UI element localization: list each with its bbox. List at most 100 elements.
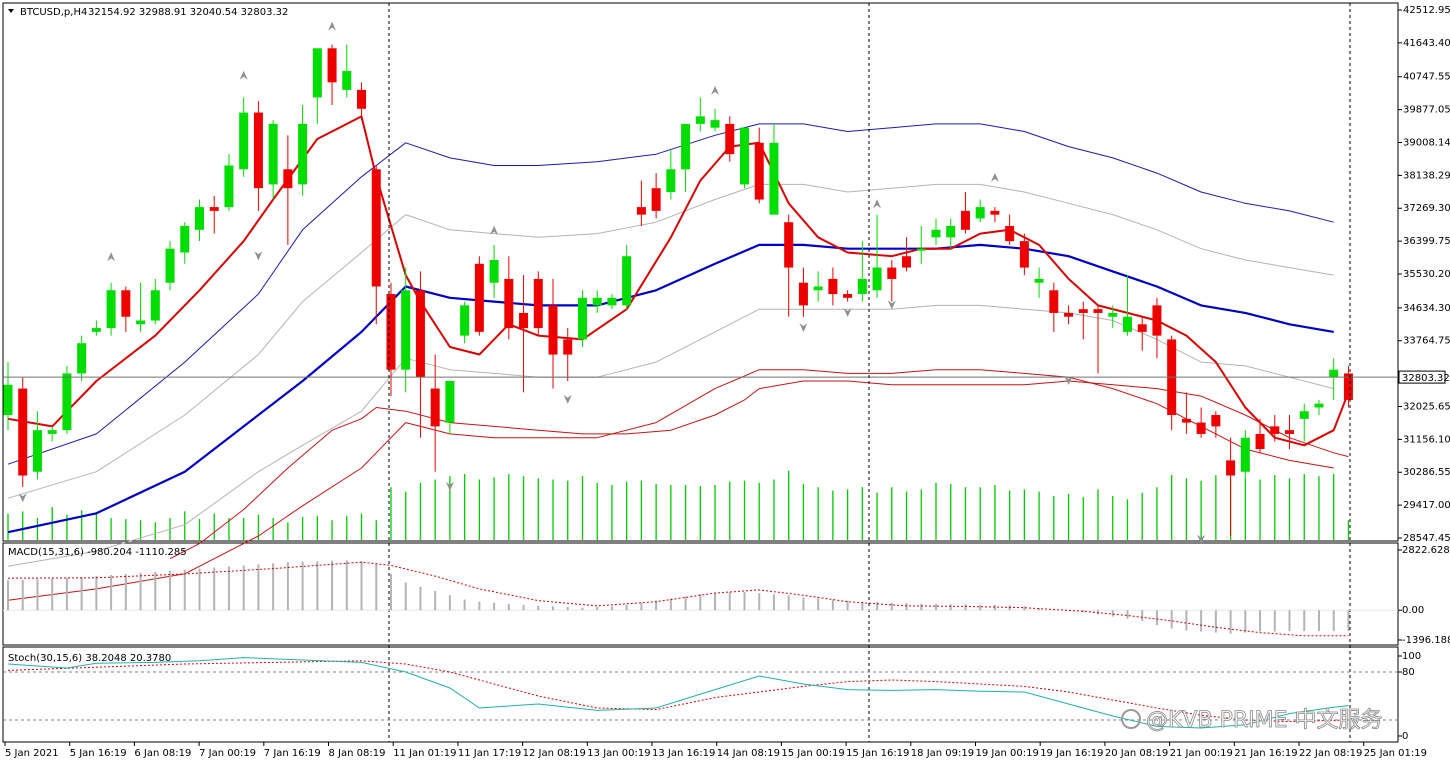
bearish-candle — [1211, 411, 1221, 438]
candle-body — [975, 207, 985, 219]
bearish-candle — [651, 173, 661, 219]
candle-body — [1034, 278, 1044, 283]
bullish-candle — [136, 282, 146, 332]
bearish-candle — [504, 256, 514, 340]
macd-panel[interactable]: 2822.628 0.00 -1396.188 — [3, 545, 1450, 646]
time-tick-label: 7 Jan 00:19 — [199, 748, 256, 759]
candle-body — [91, 328, 101, 332]
time-tick-label: 22 Jan 08:19 — [1299, 748, 1362, 759]
candle-body — [32, 430, 42, 472]
price-axis: 42512.95 41643.40 40747.55 39877.05 39008.14… — [1398, 5, 1450, 544]
price-tick-label: 31156.10 — [1403, 434, 1450, 445]
time-tick-label: 15 Jan 16:19 — [846, 748, 909, 759]
candle-body — [106, 290, 116, 329]
candle-body — [813, 286, 823, 291]
time-tick-label: 18 Jan 09:19 — [911, 748, 974, 759]
bullish-candle — [710, 108, 720, 132]
chart-ohlc-readout: 32154.92 32988.91 32040.54 32803.32 — [88, 7, 288, 18]
bullish-candle — [460, 301, 470, 344]
candle-body — [312, 48, 322, 98]
bearish-candle — [1019, 233, 1029, 276]
price-tick-label: 36399.75 — [1403, 236, 1450, 247]
stoch-signal-line — [7, 660, 1349, 723]
candle-body — [622, 256, 632, 306]
candle-body — [342, 70, 352, 90]
candle-body — [946, 225, 956, 238]
bearish-candle — [1270, 415, 1280, 442]
candle-body — [784, 222, 794, 268]
bullish-candle — [91, 320, 101, 336]
bullish-candle — [946, 218, 956, 249]
bullish-candle — [62, 365, 72, 434]
candle-body — [636, 207, 646, 215]
candle-body — [519, 312, 529, 329]
stoch-tick-label: 100 — [1402, 651, 1421, 662]
time-tick-label: 14 Jan 08:19 — [717, 748, 780, 759]
candle-body — [725, 123, 735, 155]
bullish-candle — [857, 241, 867, 302]
watermark-text: @KVB PRIME 中文服务 — [1146, 708, 1382, 733]
bearish-candle — [1196, 407, 1206, 438]
bullish-candle — [165, 241, 175, 291]
bearish-candle — [1285, 415, 1295, 450]
bullish-candle — [1314, 399, 1324, 416]
candle-body — [754, 142, 764, 200]
macd-tick-label: 2822.628 — [1402, 545, 1450, 556]
candle-body — [386, 294, 396, 370]
bearish-candle — [1137, 316, 1147, 351]
bearish-candle — [1343, 365, 1353, 408]
bullish-candle — [150, 278, 160, 325]
bearish-candle — [283, 135, 293, 245]
candle-body — [1181, 418, 1191, 423]
bearish-candle — [960, 191, 970, 234]
time-tick-label: 15 Jan 00:19 — [781, 748, 844, 759]
bearish-candle — [548, 278, 558, 389]
bearish-candle — [902, 237, 912, 272]
candle-body — [460, 305, 470, 336]
bullish-candle — [769, 123, 779, 215]
bullish-candle — [77, 335, 87, 382]
chevron-down-icon[interactable] — [8, 9, 14, 13]
price-tick-label: 42512.95 — [1403, 5, 1450, 16]
price-tick-label: 41643.40 — [1403, 38, 1450, 49]
time-tick-label: 5 Jan 2021 — [5, 748, 59, 759]
bullish-candle — [224, 154, 234, 211]
fractal-up-arrow-icon — [328, 21, 337, 31]
current-price-tag-label: 32803.32 — [1402, 373, 1450, 384]
candle-body — [194, 207, 204, 230]
candle-body — [828, 278, 838, 295]
bearish-candle — [1078, 301, 1088, 340]
bullish-candle — [681, 123, 691, 192]
price-tick-label: 40747.55 — [1403, 72, 1450, 83]
candle-body — [872, 267, 882, 291]
bearish-candle — [1005, 214, 1015, 245]
stochastic-panel[interactable]: 100 80 0 — [3, 651, 1421, 742]
candle-body — [1285, 430, 1295, 434]
bullish-candle — [445, 381, 455, 434]
candle-body — [607, 297, 617, 306]
time-tick-label: 13 Jan 00:19 — [587, 748, 650, 759]
bullish-candle — [3, 362, 13, 431]
bearish-candle — [636, 180, 646, 226]
weibo-logo-icon — [1121, 709, 1141, 729]
price-panel[interactable] — [3, 3, 1398, 742]
price-tick-label: 38138.29 — [1403, 170, 1450, 181]
bearish-candle — [1049, 282, 1059, 332]
bullish-candle — [489, 244, 499, 298]
candle-body — [180, 225, 190, 253]
bearish-candle — [563, 328, 573, 382]
fractal-down-arrow-icon — [18, 493, 27, 503]
bullish-candle — [1122, 275, 1132, 336]
bearish-candle — [253, 101, 263, 211]
bearish-candle — [784, 214, 794, 317]
bearish-candle — [843, 290, 853, 302]
bullish-candle — [194, 199, 204, 242]
bullish-candle — [106, 282, 116, 336]
candle-body — [121, 290, 131, 317]
macd-signal-line — [7, 561, 1349, 637]
candle-body — [327, 48, 337, 83]
candle-body — [651, 188, 661, 211]
candle-body — [445, 381, 455, 423]
bullish-candle — [1108, 305, 1118, 329]
